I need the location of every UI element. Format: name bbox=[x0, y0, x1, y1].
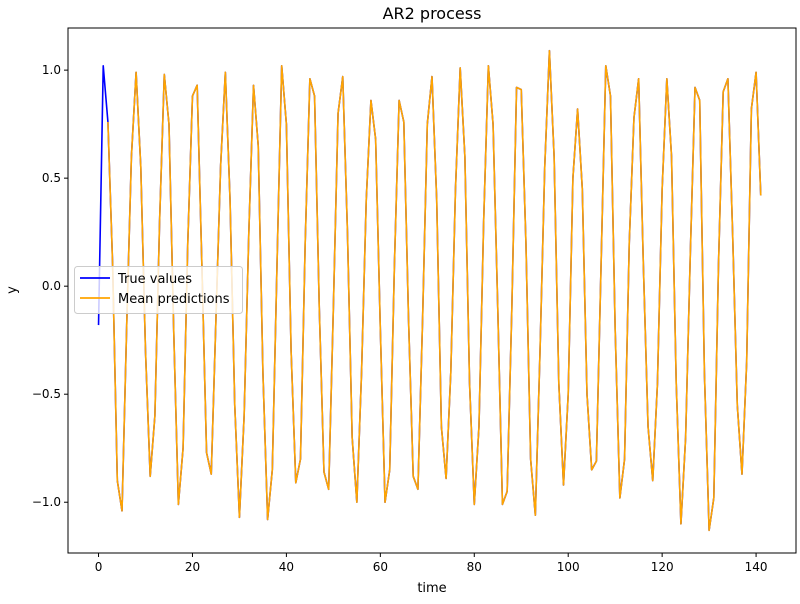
x-axis-ticks: 0 20 40 60 80 100 120 140 bbox=[95, 553, 768, 574]
x-tick-label: 60 bbox=[373, 560, 388, 574]
legend: True values Mean predictions bbox=[74, 266, 243, 314]
y-tick-label: 0.0 bbox=[42, 279, 61, 293]
x-axis-label: time bbox=[417, 581, 446, 596]
plot-area-frame bbox=[67, 27, 797, 554]
x-tick-label: 120 bbox=[651, 560, 674, 574]
x-tick-label: 40 bbox=[279, 560, 294, 574]
legend-label-mean-predictions: Mean predictions bbox=[118, 292, 230, 307]
y-axis-ticks: −1.0 −0.5 0.0 0.5 1.0 bbox=[32, 63, 68, 509]
x-tick-label: 100 bbox=[557, 560, 580, 574]
y-axis-label: y bbox=[5, 286, 20, 294]
x-tick-label: 140 bbox=[745, 560, 768, 574]
y-tick-label: −1.0 bbox=[32, 495, 61, 509]
y-tick-label: 0.5 bbox=[42, 171, 61, 185]
x-tick-label: 80 bbox=[467, 560, 482, 574]
y-tick-label: −0.5 bbox=[32, 387, 61, 401]
x-tick-label: 20 bbox=[185, 560, 200, 574]
x-tick-label: 0 bbox=[95, 560, 103, 574]
chart-title: AR2 process bbox=[383, 4, 482, 23]
legend-box bbox=[74, 266, 243, 314]
legend-label-true-values: True values bbox=[117, 272, 192, 287]
y-tick-label: 1.0 bbox=[42, 63, 61, 77]
